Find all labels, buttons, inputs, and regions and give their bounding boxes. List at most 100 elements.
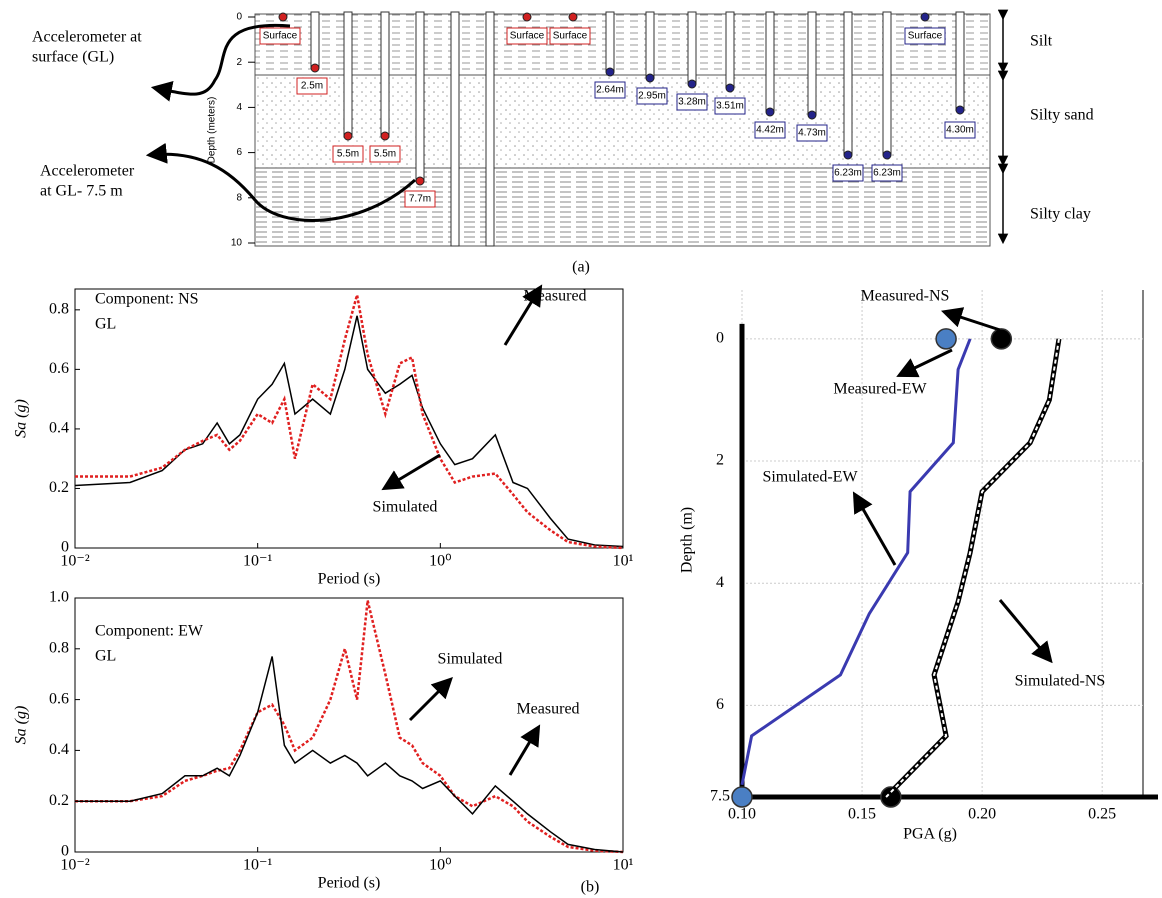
y-tick-label: 0.8 bbox=[49, 639, 69, 656]
sensor bbox=[645, 73, 655, 83]
sensor-box bbox=[506, 27, 548, 45]
clay-layer bbox=[254, 167, 991, 247]
x-tick-label: 10⁻¹ bbox=[243, 553, 272, 570]
pipe bbox=[380, 11, 390, 137]
callout: Accelerometer bbox=[40, 163, 135, 180]
x-tick-label: 0.15 bbox=[848, 806, 876, 823]
sensor-label: 5.5m bbox=[374, 149, 396, 160]
y-tick-label: 0.6 bbox=[49, 360, 69, 377]
sensor-label: Surface bbox=[510, 31, 545, 42]
annotation: Component: EW bbox=[95, 623, 204, 640]
sensor bbox=[765, 107, 775, 117]
sensor bbox=[843, 150, 853, 160]
sensor-label: 7.7m bbox=[409, 194, 431, 205]
sensor-box bbox=[636, 87, 668, 105]
pipe bbox=[415, 11, 425, 182]
y-tick-label: 0 bbox=[61, 539, 69, 556]
sensor-box bbox=[369, 145, 401, 163]
x-tick-label: 0.25 bbox=[1088, 806, 1116, 823]
sensor-box bbox=[296, 77, 328, 95]
depth-tick-label: 4 bbox=[236, 102, 242, 113]
y-tick-label: 0.2 bbox=[49, 479, 69, 496]
sensor bbox=[920, 12, 930, 22]
sensor-box bbox=[871, 164, 903, 182]
sensor bbox=[380, 131, 390, 141]
plot-frame bbox=[74, 597, 624, 853]
y-tick-label: 1.0 bbox=[49, 589, 69, 606]
callout-arrow bbox=[150, 23, 291, 102]
y-tick-label: 0 bbox=[61, 843, 69, 860]
callout: surface (GL) bbox=[32, 49, 114, 66]
plot-frame bbox=[74, 288, 624, 549]
sensor-label: Surface bbox=[263, 31, 298, 42]
series-line bbox=[75, 294, 624, 550]
series-label: Measured-NS bbox=[861, 288, 950, 305]
series-line-casing bbox=[884, 338, 1062, 799]
y-tick-label: 0 bbox=[716, 330, 724, 347]
x-tick-label: 10⁻¹ bbox=[243, 857, 272, 874]
y-tick-label: 6 bbox=[716, 696, 724, 713]
pipe bbox=[882, 11, 892, 156]
callout: at GL- 7.5 m bbox=[40, 183, 123, 200]
sensor-box bbox=[259, 27, 301, 45]
sensor-box bbox=[404, 190, 436, 208]
measured-point bbox=[731, 786, 753, 808]
pipe bbox=[725, 11, 735, 89]
arrow bbox=[852, 491, 897, 566]
sensor-label: 5.5m bbox=[337, 149, 359, 160]
sensor-label: 4.30m bbox=[946, 125, 974, 136]
sensor-box bbox=[549, 27, 591, 45]
sensor-label: 4.73m bbox=[798, 128, 826, 139]
sensor-box bbox=[796, 124, 828, 142]
x-tick-label: 10⁻² bbox=[60, 553, 89, 570]
pipe bbox=[450, 11, 460, 247]
series-line bbox=[75, 656, 624, 853]
arrow bbox=[408, 677, 453, 722]
sensor-label: 2.64m bbox=[596, 85, 624, 96]
sensor-box bbox=[714, 97, 746, 115]
x-tick-label: 10¹ bbox=[613, 857, 634, 874]
sensor bbox=[568, 12, 578, 22]
pipe bbox=[605, 11, 615, 73]
sensor bbox=[605, 67, 615, 77]
sensor-box bbox=[904, 27, 946, 45]
sensor bbox=[310, 63, 320, 73]
arrow bbox=[941, 307, 1001, 332]
y-tick-label: 0.4 bbox=[49, 741, 69, 758]
annotation: GL bbox=[95, 316, 116, 333]
x-axis-label: Period (s) bbox=[318, 875, 381, 892]
sensor-label: 3.51m bbox=[716, 101, 744, 112]
sensor-label: 6.23m bbox=[873, 168, 901, 179]
x-tick-label: 0.10 bbox=[728, 806, 756, 823]
series-label: Simulated bbox=[438, 651, 503, 668]
x-axis-label: Period (s) bbox=[318, 571, 381, 588]
measured-point bbox=[935, 328, 957, 350]
layer-label: Silt bbox=[1030, 33, 1053, 50]
sensor-box bbox=[332, 145, 364, 163]
x-tick-label: 0.20 bbox=[968, 806, 996, 823]
series-line bbox=[75, 600, 624, 854]
annotation: GL bbox=[95, 648, 116, 665]
sensor-label: 2.95m bbox=[638, 91, 666, 102]
arrow bbox=[896, 348, 953, 378]
series-line bbox=[885, 338, 1060, 798]
y-axis-label: Sa (g) bbox=[13, 706, 30, 745]
y-tick-label: 2 bbox=[716, 452, 724, 469]
series-label: Simulated bbox=[373, 499, 438, 516]
x-tick-label: 10¹ bbox=[613, 553, 634, 570]
y-tick-label: 0.6 bbox=[49, 690, 69, 707]
depth-tick-label: 8 bbox=[236, 192, 242, 203]
measured-point bbox=[880, 786, 902, 808]
series-label: Simulated-EW bbox=[762, 469, 858, 486]
sensor-box bbox=[944, 121, 976, 139]
depth-tick-label: 2 bbox=[236, 57, 242, 68]
sensor-label: 4.42m bbox=[756, 125, 784, 136]
series-label: Simulated-NS bbox=[1015, 673, 1106, 690]
y-axis-label: Sa (g) bbox=[13, 399, 30, 438]
sensor-box bbox=[676, 93, 708, 111]
arrow bbox=[503, 284, 543, 346]
silt-layer bbox=[254, 13, 991, 76]
sensor-box bbox=[594, 81, 626, 99]
y-tick-label: 0.2 bbox=[49, 792, 69, 809]
